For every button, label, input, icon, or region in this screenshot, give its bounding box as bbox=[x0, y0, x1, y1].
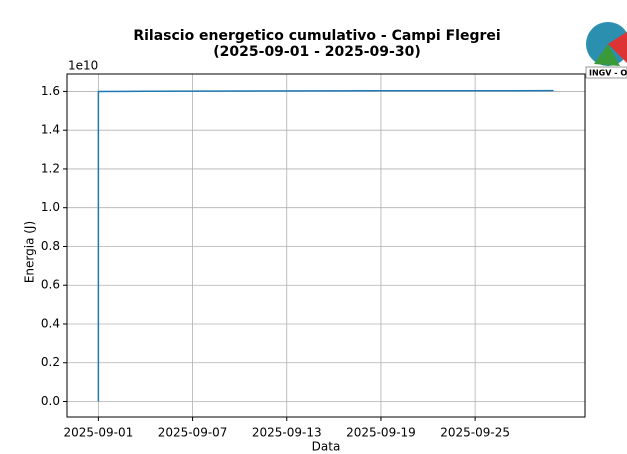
x-tick-label: 2025-09-13 bbox=[252, 426, 322, 440]
logo-text: INGV - O bbox=[589, 69, 627, 78]
logo-segment bbox=[608, 31, 627, 63]
y-tick-label: 0.0 bbox=[41, 394, 60, 408]
y-tick-label: 0.2 bbox=[41, 355, 60, 369]
plot-frame bbox=[66, 73, 586, 418]
y-tick-label: 1.0 bbox=[41, 200, 60, 214]
chart-subtitle: (2025-09-01 - 2025-09-30) bbox=[213, 44, 420, 60]
logo-band bbox=[585, 66, 627, 79]
chart-title: Rilascio energetico cumulativo - Campi F… bbox=[133, 28, 500, 44]
x-axis-label: Data bbox=[312, 440, 341, 454]
logo: INGV - O bbox=[585, 22, 627, 79]
y-axis-label: Energia (J) bbox=[23, 221, 37, 283]
x-tick-label: 2025-09-19 bbox=[346, 426, 416, 440]
logo-globe bbox=[586, 22, 627, 66]
y-tick-label: 0.6 bbox=[41, 278, 60, 292]
offset-text: 1e10 bbox=[68, 59, 98, 73]
logo-segment bbox=[594, 44, 620, 66]
data-line bbox=[97, 89, 554, 402]
x-tick-label: 2025-09-07 bbox=[158, 426, 228, 440]
y-tick-label: 1.4 bbox=[41, 123, 60, 137]
y-tick-label: 0.4 bbox=[41, 316, 60, 330]
y-tick-label: 0.8 bbox=[41, 239, 60, 253]
y-tick-label: 1.2 bbox=[41, 161, 60, 175]
x-tick-label: 2025-09-01 bbox=[64, 426, 134, 440]
x-tick-label: 2025-09-25 bbox=[440, 426, 510, 440]
y-tick-label: 1.6 bbox=[41, 84, 60, 98]
